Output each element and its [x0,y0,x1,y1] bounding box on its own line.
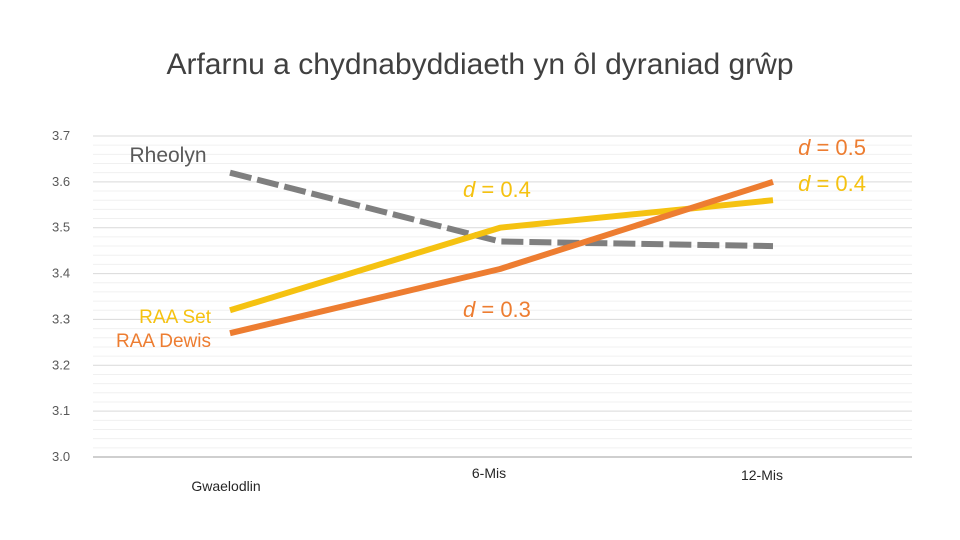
y-tick-label: 3.4 [52,266,70,281]
series-line [229,179,774,337]
chart-title: Arfarnu a chydnabyddiaeth yn ôl dyraniad… [166,48,794,81]
x-tick-label: 6-Mis [472,465,506,481]
series-line [229,169,774,250]
y-tick-label: 3.3 [52,311,70,326]
x-tick-label: Gwaelodlin [191,478,260,494]
effect-size-annotation: d = 0.5 [798,135,866,160]
y-tick-label: 3.2 [52,357,70,372]
y-tick-label: 3.5 [52,220,70,235]
effect-size-annotation: d = 0.3 [463,297,531,322]
effect-size-annotation: d = 0.4 [463,177,531,202]
series-label: Rheolyn [129,144,206,167]
y-tick-label: 3.7 [52,128,70,143]
x-tick-label: 12-Mis [741,467,783,483]
y-tick-label: 3.6 [52,174,70,189]
effect-size-annotation: d = 0.4 [798,171,866,196]
series-label: RAA Dewis [116,331,211,352]
y-tick-label: 3.0 [52,449,70,464]
series-label: RAA Set [139,307,212,328]
y-tick-label: 3.1 [52,403,70,418]
